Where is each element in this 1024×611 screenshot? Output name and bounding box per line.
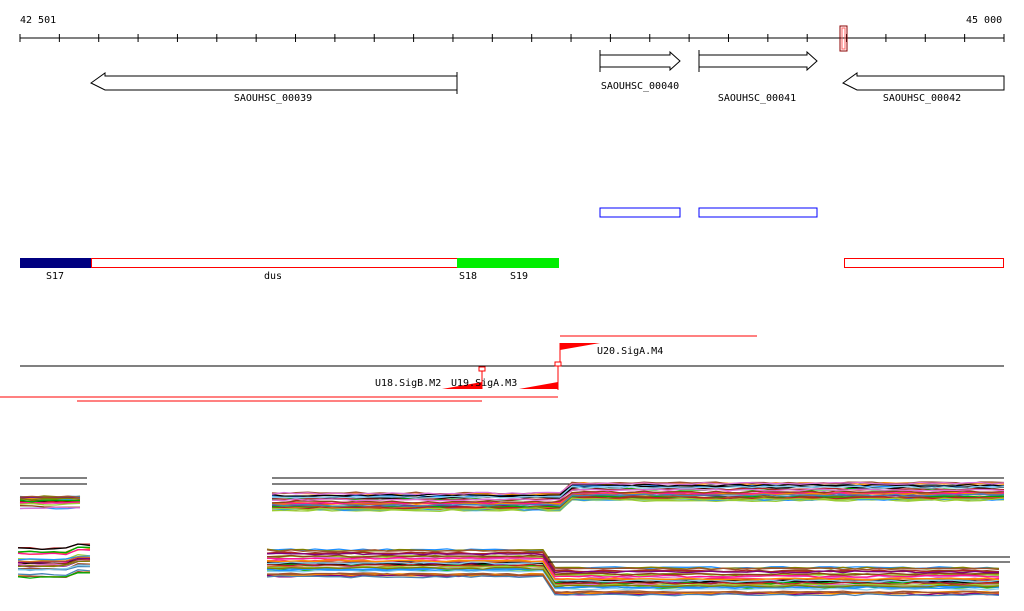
gene-label: SAOUHSC_00041	[718, 93, 796, 104]
segment-label: S19	[510, 271, 528, 282]
expression-trace	[271, 496, 1005, 510]
gene-arrow-right-icon[interactable]	[599, 50, 681, 72]
position-marker[interactable]	[839, 25, 848, 52]
expression-trace	[271, 497, 1005, 511]
expression-trace	[266, 559, 1000, 581]
expression-trace	[266, 554, 1000, 576]
promoter-label: U18.SigB.M2	[375, 378, 441, 389]
segment-S18-S19[interactable]	[457, 258, 559, 268]
expression-trace	[17, 572, 91, 579]
expression-trace	[17, 556, 91, 563]
promoter-track: U20.SigA.M4 U18.SigB.M2 U19.SigA.M3	[0, 335, 1004, 402]
expression-trace	[271, 483, 1005, 497]
expression-trace	[17, 546, 91, 554]
gene-SAOUHSC_00041[interactable]: SAOUHSC_00041	[698, 50, 818, 104]
expression-trace	[17, 548, 91, 556]
gene-label: SAOUHSC_00040	[601, 81, 679, 92]
expression-trace	[266, 575, 1000, 597]
expression-trace	[266, 552, 1000, 574]
expression-trace	[271, 490, 1005, 504]
expression-trace	[271, 493, 1005, 507]
expression-trace	[17, 560, 91, 568]
gene-track: SAOUHSC_00039 SAOUHSC_00040 SAOUHSC_0004…	[90, 50, 1005, 104]
expression-trace	[271, 485, 1005, 499]
expression-trace	[266, 549, 1000, 571]
gene-SAOUHSC_00039[interactable]: SAOUHSC_00039	[90, 72, 458, 104]
expression-trace	[271, 488, 1005, 502]
promoter-score-icon	[519, 382, 558, 389]
expression-trace	[17, 564, 91, 571]
ruler-end-label: 45 000	[966, 15, 1002, 26]
promoter-marker[interactable]	[478, 366, 486, 372]
promoter-marker[interactable]	[554, 361, 562, 367]
gene-label: SAOUHSC_00042	[883, 93, 961, 104]
expression-trace	[266, 572, 1000, 594]
ruler: 42 501 45 000	[19, 15, 1005, 52]
expression-trace	[19, 496, 81, 499]
expression-trace	[19, 497, 81, 501]
expression-trace	[271, 481, 1005, 496]
segment-label: S18	[459, 271, 477, 282]
gene-arrow-left-icon[interactable]	[90, 72, 458, 91]
expression-trace	[266, 561, 1000, 583]
gene-label: SAOUHSC_00039	[234, 93, 312, 104]
segment-label: S17	[46, 271, 64, 282]
gene-SAOUHSC_00040[interactable]: SAOUHSC_00040	[599, 50, 681, 92]
segment-track: S17 dus S18 S19	[20, 258, 1004, 282]
expression-trace	[266, 563, 1000, 585]
position-marker-inner	[841, 27, 846, 50]
expression-trace	[19, 499, 81, 503]
promoter-label: U19.SigA.M3	[451, 378, 517, 389]
gene-arrow-right-icon[interactable]	[698, 50, 818, 72]
expression-trace	[19, 495, 81, 499]
expression-trace	[266, 566, 1000, 588]
expression-trace	[266, 569, 1000, 591]
promoter-score-icon	[442, 382, 482, 389]
promoter-score-icon	[560, 343, 600, 350]
feature-box[interactable]	[599, 207, 681, 218]
expression-plots	[17, 477, 1010, 597]
expression-trace	[266, 556, 1000, 578]
expression-trace	[17, 569, 91, 577]
segment-label: dus	[264, 271, 282, 282]
promoter-label: U20.SigA.M4	[597, 346, 663, 357]
segment-S17[interactable]	[20, 258, 91, 268]
expression-trace	[19, 506, 81, 510]
segment-dus[interactable]	[91, 258, 458, 268]
gene-SAOUHSC_00042[interactable]: SAOUHSC_00042	[842, 72, 1005, 104]
gene-arrow-left-icon[interactable]	[842, 72, 1005, 91]
ruler-start-label: 42 501	[20, 15, 56, 26]
expression-trace	[17, 543, 91, 551]
segment-unlabeled[interactable]	[844, 258, 1004, 268]
expression-trace	[19, 502, 81, 506]
feature-box[interactable]	[698, 207, 818, 218]
